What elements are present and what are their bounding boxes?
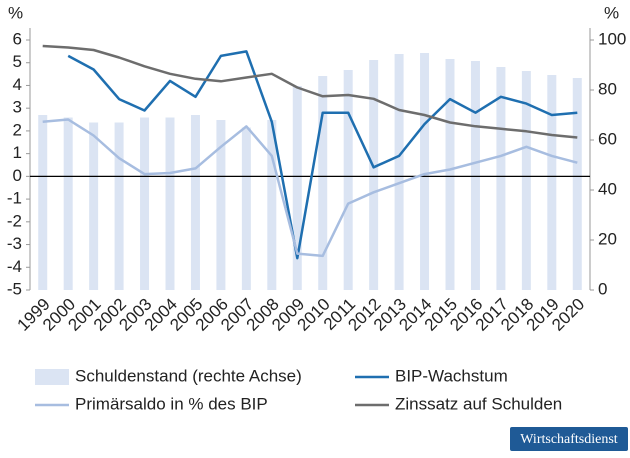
y-tick-label: -3 <box>7 234 22 253</box>
bar <box>394 54 404 290</box>
bar <box>114 122 124 290</box>
y2-tick-label: 0 <box>598 279 607 298</box>
legend-label: Zinssatz auf Schulden <box>395 394 562 413</box>
source: Wirtschaftsdienst <box>520 432 618 447</box>
bar <box>292 86 302 290</box>
legend-swatch <box>35 369 69 385</box>
y-tick-label: -5 <box>7 279 22 298</box>
source-badge <box>510 427 628 451</box>
y-unit: % <box>8 3 23 22</box>
y-tick-label: 4 <box>13 75 22 94</box>
y-tick-label: -1 <box>7 189 22 208</box>
bar <box>547 75 557 290</box>
bar <box>89 122 99 290</box>
bar <box>343 70 353 290</box>
legend-label: Schuldenstand (rechte Achse) <box>75 366 302 385</box>
legend-label: BIP-Wachstum <box>395 366 508 385</box>
y2-tick-label: 20 <box>598 229 617 248</box>
bar <box>241 127 251 290</box>
y-tick-label: 1 <box>13 143 22 162</box>
bar <box>165 117 175 290</box>
line <box>42 44 578 139</box>
bar <box>190 115 200 290</box>
y-tick-label: 2 <box>13 120 22 139</box>
y2-tick-label: 100 <box>598 29 626 48</box>
bar <box>140 117 150 290</box>
y-tick-label: 5 <box>13 52 22 71</box>
bar <box>521 71 531 290</box>
bar <box>63 117 73 290</box>
bar <box>496 67 506 290</box>
y2-unit: % <box>604 3 619 22</box>
bar <box>420 53 430 290</box>
line <box>67 50 578 260</box>
y2-tick-label: 80 <box>598 79 617 98</box>
y-tick-label: -4 <box>7 257 22 276</box>
bar <box>318 76 328 290</box>
line <box>42 118 578 258</box>
y-tick-label: -2 <box>7 211 22 230</box>
bar <box>216 120 226 290</box>
bar <box>470 61 480 290</box>
bar <box>267 120 277 290</box>
y2-tick-label: 60 <box>598 129 617 148</box>
bar <box>369 60 379 290</box>
y-tick-label: 0 <box>13 166 22 185</box>
bar <box>572 78 582 290</box>
y-tick-label: 3 <box>13 98 22 117</box>
bar <box>445 59 455 290</box>
legend-label: Primärsaldo in % des BIP <box>75 394 268 413</box>
bar <box>38 115 48 290</box>
y2-tick-label: 40 <box>598 179 617 198</box>
y-tick-label: 6 <box>13 29 22 48</box>
